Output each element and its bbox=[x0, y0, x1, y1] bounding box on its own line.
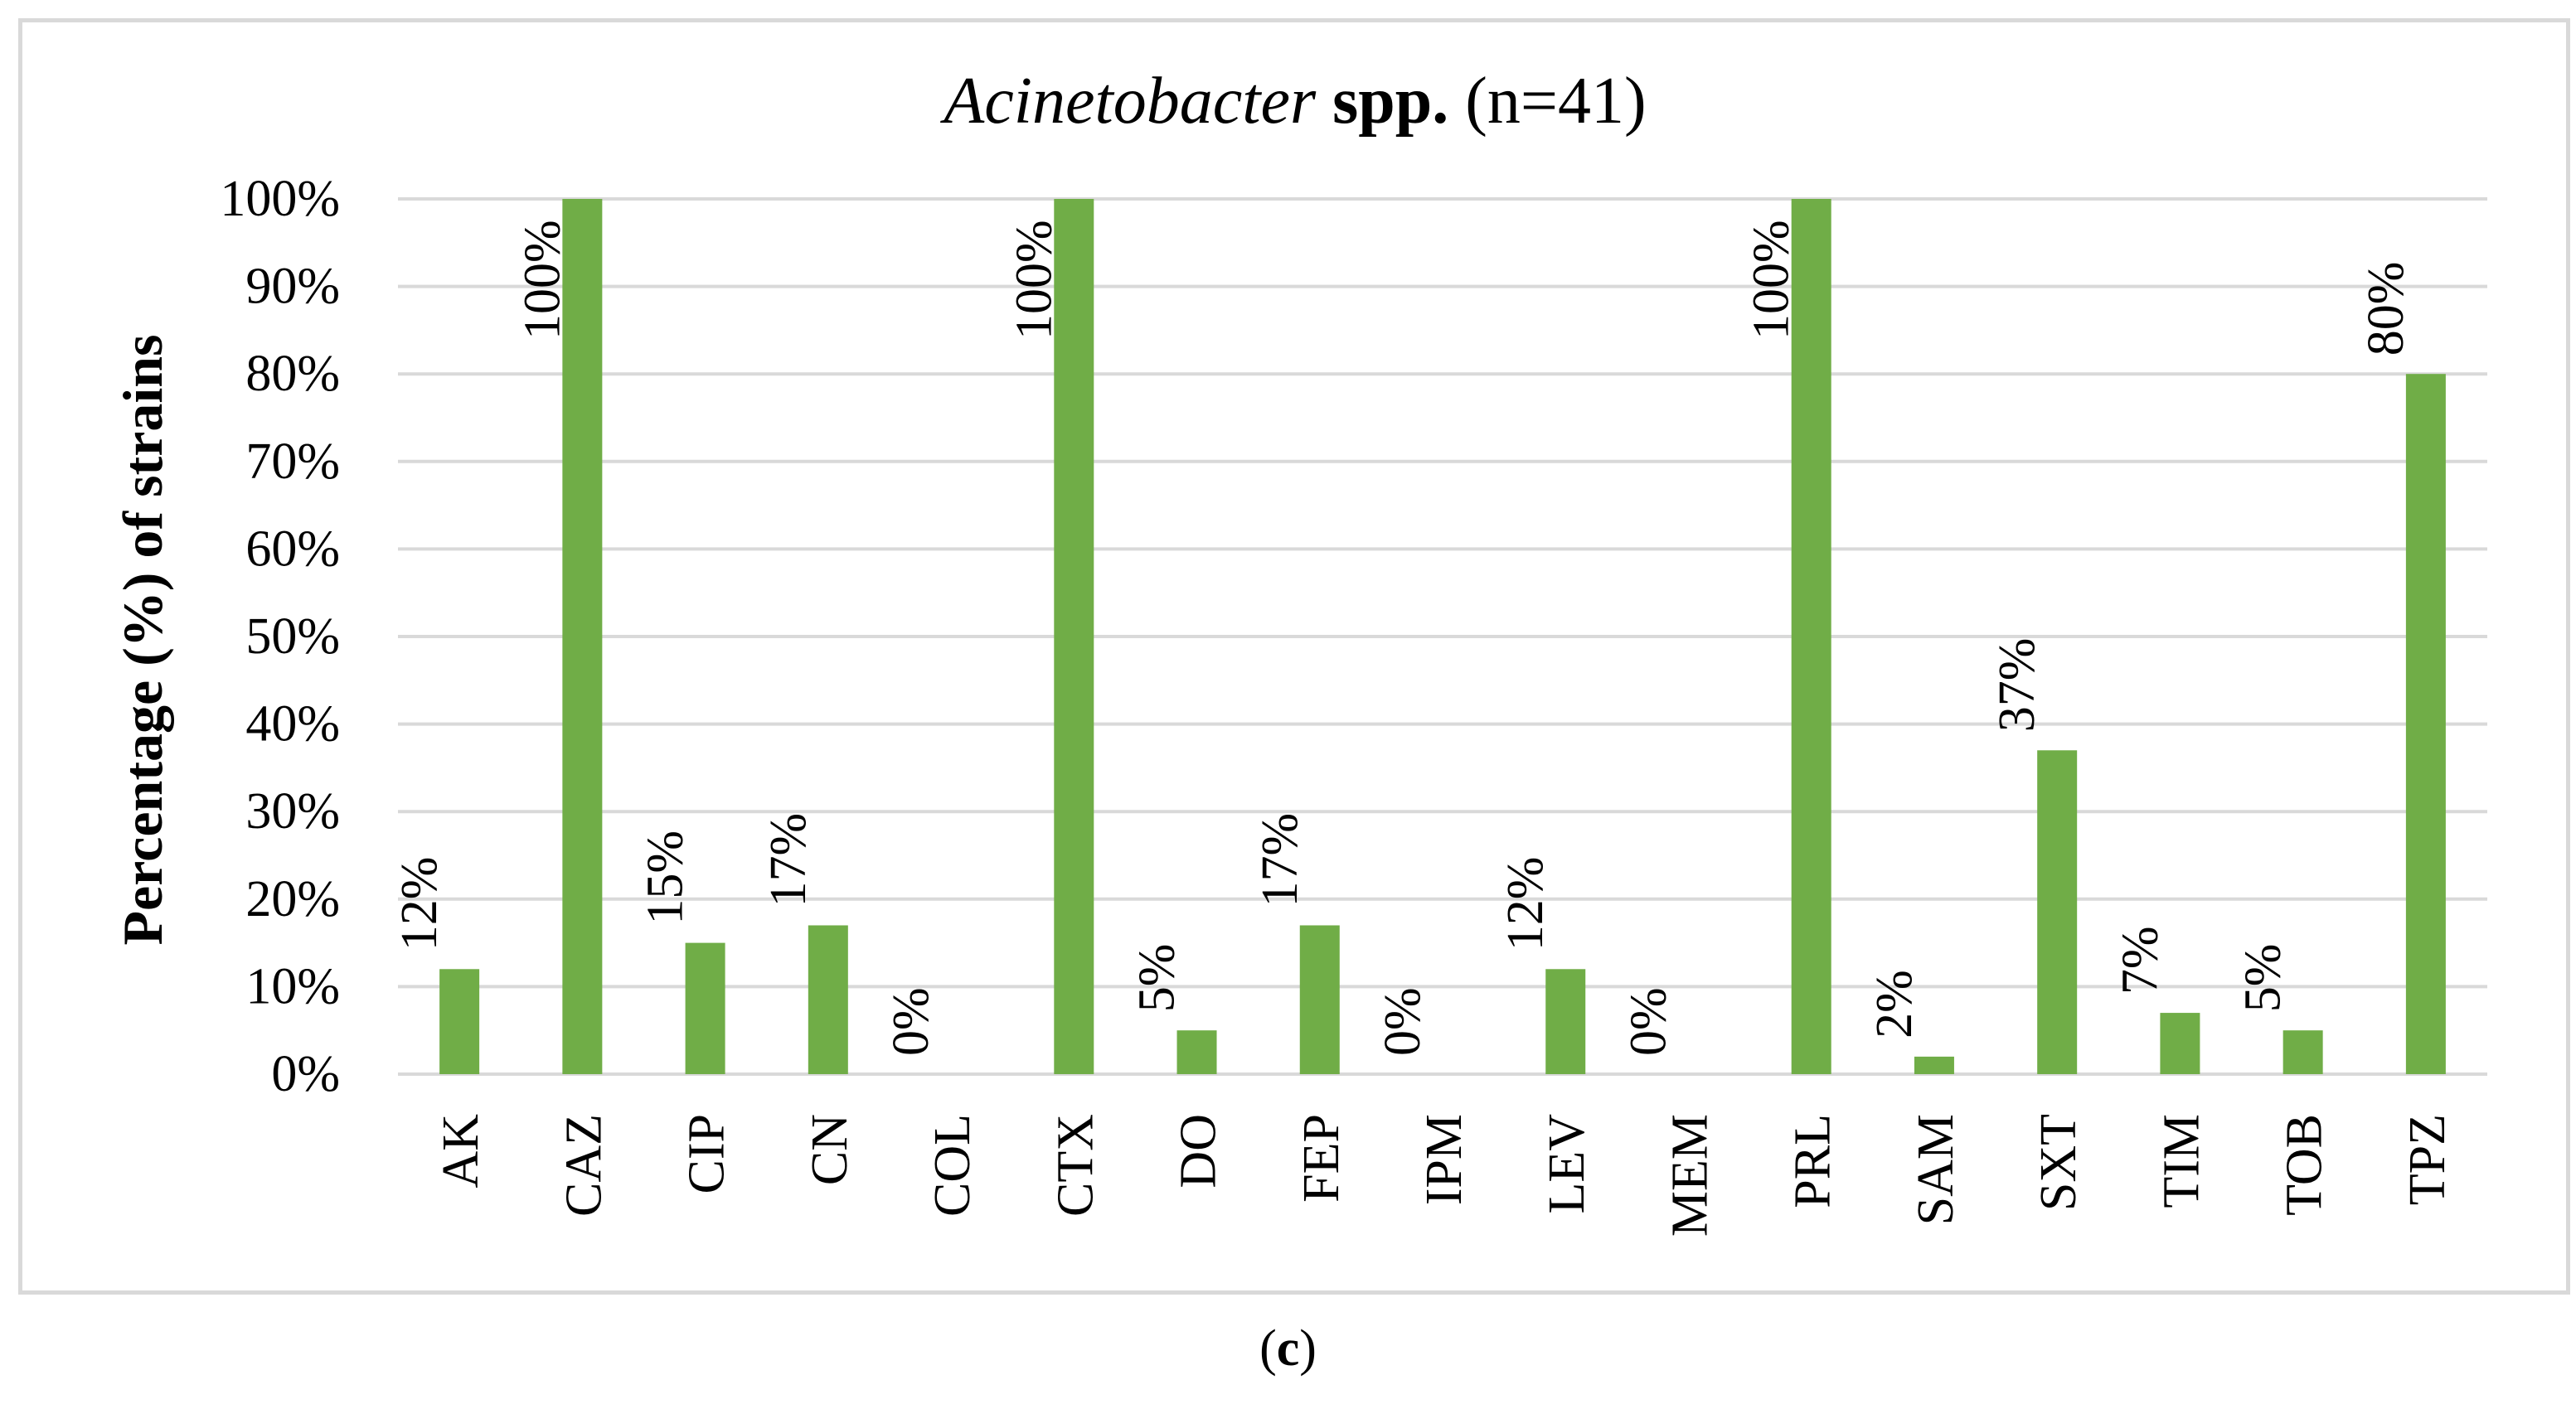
y-tick-label: 0% bbox=[271, 1046, 340, 1102]
x-tick-label: PRL bbox=[1785, 1114, 1841, 1208]
bar bbox=[808, 925, 848, 1074]
x-tick-label: MEM bbox=[1662, 1114, 1718, 1237]
x-tick-labels: AK CAZ CIP CN COL CTX DO FEP IPM LEV MEM PRL SAM SXT T… bbox=[433, 1114, 2456, 1237]
data-label: 0% bbox=[1375, 987, 1431, 1056]
x-tick-label: CN bbox=[802, 1114, 858, 1185]
y-tick-label: 40% bbox=[245, 696, 340, 753]
bar bbox=[685, 942, 725, 1074]
x-tick-label: TIM bbox=[2153, 1114, 2210, 1208]
x-tick-label: IPM bbox=[1416, 1114, 1472, 1205]
caption-open: ( bbox=[1259, 1320, 1277, 1377]
caption-letter: c bbox=[1276, 1320, 1300, 1377]
bar bbox=[1054, 199, 1094, 1074]
bar bbox=[439, 969, 480, 1074]
y-tick-label: 60% bbox=[245, 520, 340, 577]
x-tick-label: AK bbox=[433, 1114, 489, 1189]
x-tick-label: CIP bbox=[679, 1114, 735, 1193]
bar bbox=[2037, 750, 2078, 1074]
x-tick-label: COL bbox=[924, 1114, 981, 1217]
chart-title-italic: Acinetobacter bbox=[939, 65, 1317, 138]
y-tick-label: 80% bbox=[245, 346, 340, 402]
data-label: 100% bbox=[1006, 220, 1062, 340]
data-label: 2% bbox=[1866, 970, 1923, 1038]
x-tick-label: CAZ bbox=[555, 1114, 612, 1217]
y-tick-label: 90% bbox=[245, 259, 340, 315]
x-tick-label: CTX bbox=[1047, 1114, 1104, 1217]
data-label: 100% bbox=[1744, 220, 1800, 340]
x-tick-label: LEV bbox=[1539, 1114, 1595, 1214]
y-tick-label: 10% bbox=[245, 958, 340, 1014]
y-tick-labels: 0% 10% 20% 30% 40% 50% 60% 70% 80% 90% 100% bbox=[220, 171, 340, 1102]
x-tick-label: SXT bbox=[2030, 1114, 2087, 1211]
y-tick-label: 20% bbox=[245, 871, 340, 927]
data-label: 7% bbox=[2112, 926, 2168, 995]
data-label: 0% bbox=[883, 987, 939, 1056]
bar bbox=[1299, 925, 1340, 1074]
bars bbox=[439, 199, 2446, 1074]
x-tick-label: SAM bbox=[1908, 1114, 1964, 1225]
data-label: 12% bbox=[1497, 857, 1554, 951]
chart-title-bold: spp. bbox=[1332, 65, 1448, 138]
bar bbox=[1914, 1056, 1954, 1074]
data-label: 37% bbox=[1989, 638, 2045, 733]
bar bbox=[2283, 1030, 2323, 1074]
caption-close: ) bbox=[1299, 1320, 1317, 1377]
y-tick-label: 70% bbox=[245, 433, 340, 490]
bar bbox=[1176, 1030, 1217, 1074]
y-axis-label: Percentage (%) of strains bbox=[111, 334, 174, 945]
figure-caption: (c) bbox=[0, 1319, 2576, 1378]
data-labels: 12% 100% 15% 17% 0% 100% 5% 17% 0% 12% 0% 100% 2% 37%… bbox=[391, 220, 2414, 1056]
x-tick-label: DO bbox=[1171, 1114, 1227, 1189]
data-label: 0% bbox=[1620, 987, 1676, 1056]
y-tick-label: 30% bbox=[245, 783, 340, 840]
bar bbox=[1545, 969, 1586, 1074]
data-label: 5% bbox=[2235, 944, 2292, 1013]
data-label: 17% bbox=[1252, 813, 1308, 908]
y-tick-label: 50% bbox=[245, 608, 340, 665]
x-tick-label: TPZ bbox=[2399, 1114, 2456, 1205]
data-label: 80% bbox=[2358, 262, 2414, 356]
data-label: 5% bbox=[1129, 944, 1186, 1013]
x-tick-label: TOB bbox=[2277, 1114, 2333, 1216]
data-label: 15% bbox=[638, 830, 694, 925]
data-label: 12% bbox=[391, 857, 448, 951]
bar bbox=[2160, 1013, 2200, 1074]
chart-title: Acinetobacter spp. (n=41) bbox=[939, 65, 1646, 138]
y-tick-label: 100% bbox=[220, 171, 340, 227]
bar bbox=[2405, 374, 2446, 1074]
chart-title-plain: (n=41) bbox=[1465, 65, 1646, 138]
bar bbox=[562, 199, 603, 1074]
gridlines bbox=[398, 197, 2487, 1076]
chart-frame bbox=[18, 18, 2570, 1295]
x-tick-label: FEP bbox=[1293, 1114, 1350, 1203]
data-label: 17% bbox=[760, 813, 817, 908]
bar bbox=[1791, 199, 1831, 1074]
data-label: 100% bbox=[514, 220, 570, 340]
